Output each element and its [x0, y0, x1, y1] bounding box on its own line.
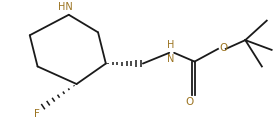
Text: O: O	[186, 97, 194, 107]
Text: O: O	[219, 43, 227, 53]
Text: HN: HN	[58, 2, 72, 12]
Text: F: F	[34, 109, 39, 119]
Text: H: H	[167, 40, 174, 50]
Text: N: N	[167, 54, 174, 64]
